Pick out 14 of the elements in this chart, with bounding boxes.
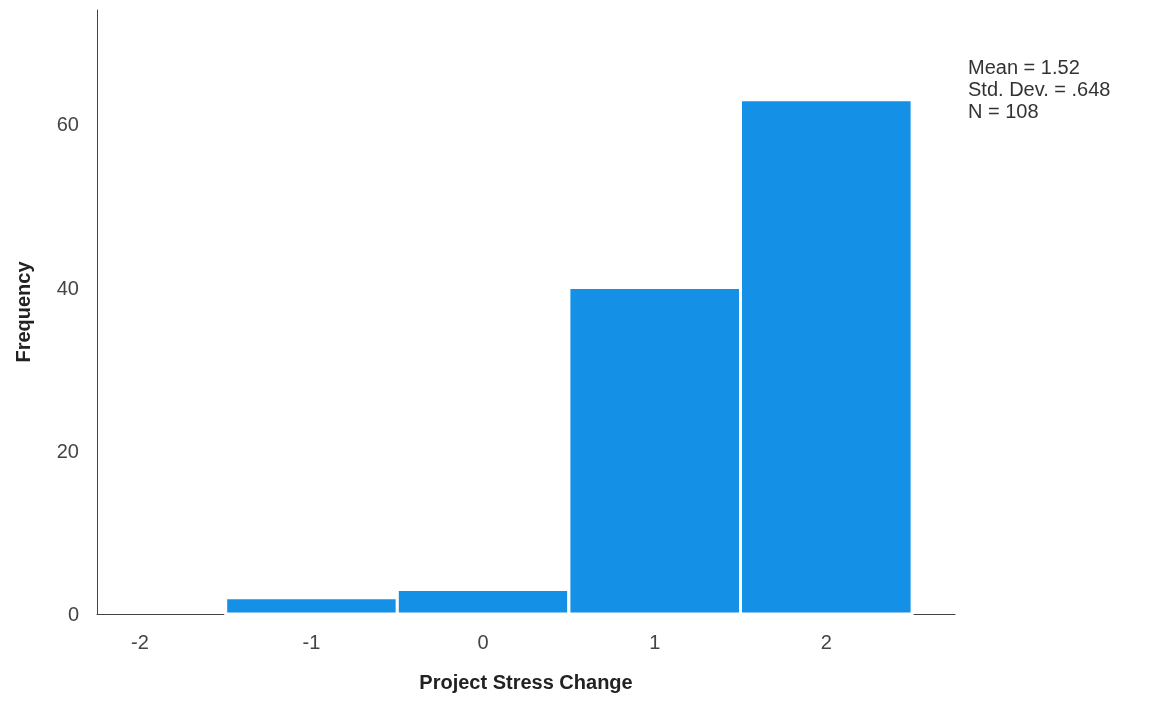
text: N = 108 (968, 100, 1039, 122)
x-tick-label: 1 (649, 631, 661, 653)
y-tick-label: 60 (56, 113, 79, 136)
y-tick-label: 20 (56, 439, 79, 462)
y-tick-label: 0 (67, 603, 79, 625)
x-axis-title: Project Stress Change (419, 671, 633, 693)
x-tick-label: 2 (820, 631, 832, 653)
x-tick-label: 0 (477, 631, 489, 653)
y-tick-label: 40 (56, 276, 79, 299)
text: Std. Dev. = .648 (968, 78, 1111, 100)
x-tick-label: -2 (131, 631, 149, 653)
text: Mean = 1.52 (968, 56, 1080, 78)
x-tick-label: -1 (302, 631, 321, 653)
y-axis-title: Frequency (12, 260, 34, 363)
